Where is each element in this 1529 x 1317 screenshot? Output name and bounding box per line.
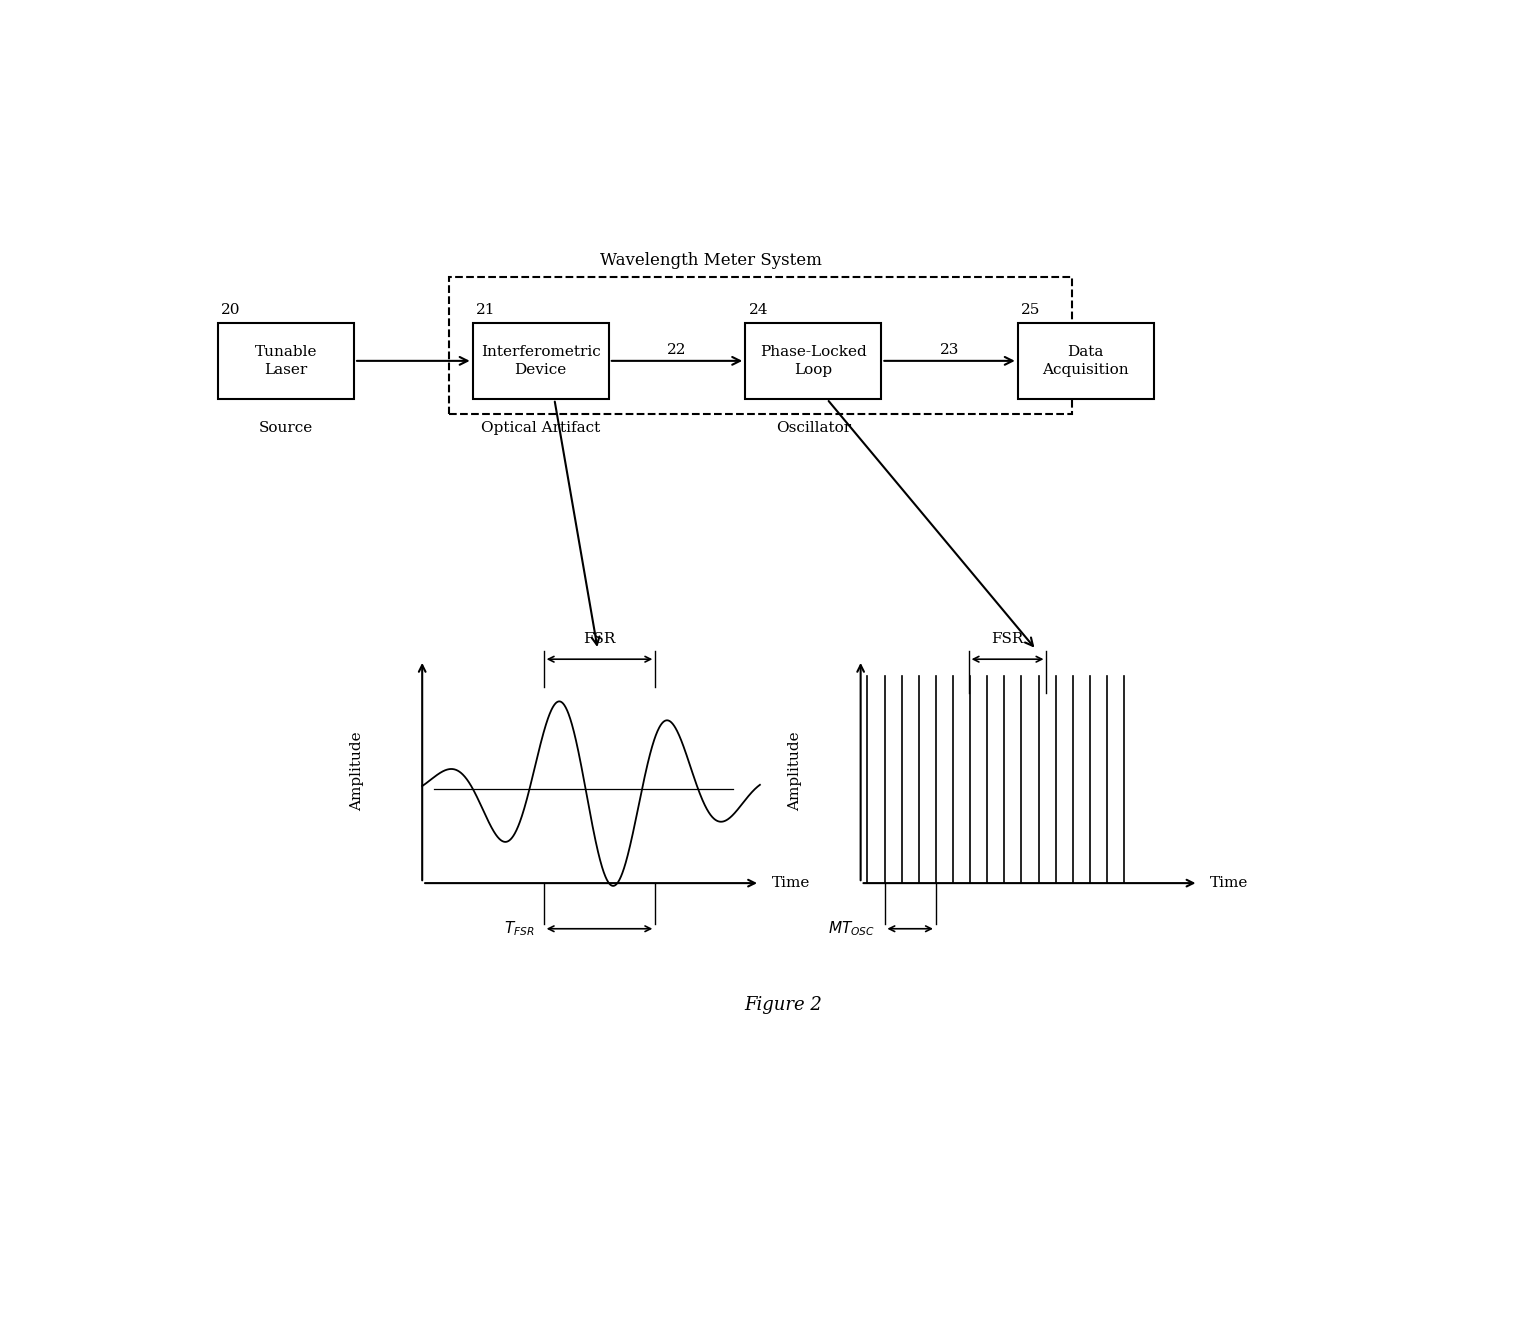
Text: Data
Acquisition: Data Acquisition xyxy=(1043,345,1128,377)
Text: Optical Artifact: Optical Artifact xyxy=(482,421,601,435)
Text: 24: 24 xyxy=(749,303,768,317)
Text: Amplitude: Amplitude xyxy=(789,732,803,811)
Text: Interferometric
Device: Interferometric Device xyxy=(480,345,601,377)
Text: FSR: FSR xyxy=(583,632,616,647)
Text: Time: Time xyxy=(772,876,810,890)
Text: 20: 20 xyxy=(222,303,242,317)
Text: 22: 22 xyxy=(667,342,687,357)
FancyBboxPatch shape xyxy=(217,323,355,399)
Text: Tunable
Laser: Tunable Laser xyxy=(255,345,317,377)
Text: Source: Source xyxy=(258,421,313,435)
Text: $T_{FSR}$: $T_{FSR}$ xyxy=(503,919,534,938)
Text: $MT_{OSC}$: $MT_{OSC}$ xyxy=(829,919,875,938)
Text: FSR: FSR xyxy=(991,632,1024,647)
Text: Amplitude: Amplitude xyxy=(350,732,364,811)
FancyBboxPatch shape xyxy=(745,323,881,399)
Text: Wavelength Meter System: Wavelength Meter System xyxy=(599,252,821,269)
Text: 25: 25 xyxy=(1021,303,1041,317)
Text: Oscillator: Oscillator xyxy=(775,421,850,435)
Text: Figure 2: Figure 2 xyxy=(745,996,823,1014)
Text: Time: Time xyxy=(1211,876,1249,890)
FancyBboxPatch shape xyxy=(1018,323,1154,399)
FancyBboxPatch shape xyxy=(472,323,609,399)
Text: Phase-Locked
Loop: Phase-Locked Loop xyxy=(760,345,867,377)
Text: 23: 23 xyxy=(940,342,959,357)
Text: 21: 21 xyxy=(476,303,495,317)
